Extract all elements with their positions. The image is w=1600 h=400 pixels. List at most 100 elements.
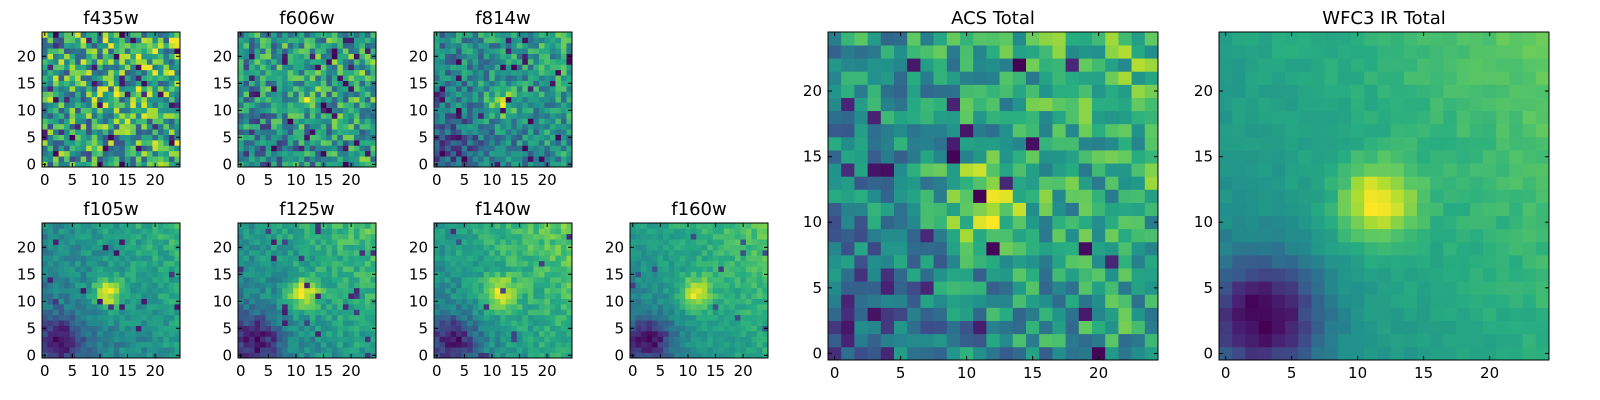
heatmap-cell [1144, 346, 1159, 361]
heatmap-cell [828, 320, 842, 335]
heatmap-cell [434, 96, 440, 103]
heatmap-cell [527, 298, 534, 305]
heatmap-cell [163, 336, 170, 343]
heatmap-cell [348, 331, 355, 337]
heatmap-cell [130, 347, 137, 353]
heatmap-cell [467, 107, 473, 114]
heatmap-cell [342, 134, 349, 141]
heatmap-cell [309, 123, 316, 130]
heatmap-cell [478, 42, 485, 49]
heatmap-cell [163, 347, 170, 353]
heatmap-cell [478, 129, 485, 135]
heatmap-cell [75, 113, 81, 119]
heatmap-cell [646, 341, 653, 348]
heatmap-cell [522, 336, 529, 343]
heatmap-cell [657, 277, 664, 283]
heatmap-cell [701, 233, 708, 240]
heatmap-cell [265, 42, 272, 49]
heatmap-cell [472, 250, 479, 256]
heatmap-cell [756, 309, 763, 316]
heatmap-cell [276, 145, 283, 152]
heatmap-cell [652, 239, 658, 245]
heatmap-cell [152, 309, 159, 316]
heatmap-cell [445, 271, 451, 278]
heatmap-cell [146, 331, 153, 337]
heatmap-cell [566, 91, 573, 98]
heatmap-cell [1078, 307, 1093, 321]
heatmap-cell [42, 145, 48, 152]
heatmap-cell [841, 346, 855, 361]
heatmap-cell [69, 309, 76, 316]
heatmap-cell [102, 69, 109, 76]
heatmap-cell [646, 320, 653, 326]
heatmap-cell [657, 266, 664, 272]
heatmap-cell [439, 347, 446, 353]
heatmap-cell [108, 86, 115, 92]
heatmap-cell [544, 69, 551, 76]
heatmap-cell [450, 113, 457, 119]
heatmap-cell [91, 140, 98, 146]
heatmap-cell [80, 86, 87, 92]
heatmap-cell [483, 239, 490, 245]
heatmap-cell [729, 271, 736, 278]
heatmap-cell [249, 287, 255, 294]
heatmap-cell [560, 102, 567, 108]
heatmap-cell [511, 298, 518, 305]
heatmap-cell [282, 260, 289, 267]
heatmap-cell [254, 244, 261, 251]
heatmap-cell [152, 250, 159, 256]
panel-title: f606w [279, 8, 334, 29]
heatmap-cell [146, 156, 153, 162]
heatmap-cell [58, 314, 65, 321]
heatmap-cell [566, 309, 573, 316]
heatmap-cell [130, 331, 137, 337]
heatmap-cell [538, 156, 545, 162]
heatmap-cell [538, 233, 545, 240]
heatmap-cell [146, 118, 153, 125]
heatmap-cell [663, 314, 669, 321]
heatmap-cell [756, 228, 763, 235]
heatmap-cell [960, 241, 974, 256]
heatmap-cell [293, 96, 300, 103]
heatmap-cell [555, 293, 562, 299]
heatmap-cell [555, 96, 562, 103]
heatmap-cell [102, 298, 109, 305]
heatmap-cell [342, 239, 349, 245]
heatmap-cell [348, 145, 355, 152]
heatmap-cell [157, 86, 164, 92]
heatmap-cell [445, 298, 451, 305]
heatmap-cell [522, 255, 529, 262]
heatmap-cell [58, 228, 65, 235]
heatmap-cell [723, 320, 730, 326]
heatmap-cell [75, 53, 81, 60]
heatmap-cell [450, 96, 457, 103]
heatmap-cell [260, 266, 266, 272]
heatmap-cell [701, 298, 708, 305]
heatmap-cell [287, 325, 294, 332]
heatmap-cell [712, 341, 719, 348]
heatmap-cell [282, 75, 289, 81]
heatmap-cell [168, 150, 175, 157]
heatmap-cell [511, 314, 518, 321]
heatmap-cell [1092, 202, 1106, 217]
heatmap-cell [729, 293, 736, 299]
heatmap-cell [516, 69, 523, 76]
heatmap-cell [69, 336, 76, 343]
heatmap-cell [113, 255, 120, 262]
heatmap-cell [745, 352, 752, 359]
heatmap-cell [516, 304, 523, 310]
heatmap-cell [353, 298, 360, 305]
heatmap-cell [641, 341, 647, 348]
heatmap-cell [282, 320, 289, 326]
heatmap-cell [135, 64, 142, 71]
heatmap-cell [265, 271, 272, 278]
heatmap-cell [287, 161, 294, 168]
heatmap-cell [522, 53, 529, 60]
heatmap-cell [712, 255, 719, 262]
heatmap-cell [456, 293, 462, 299]
heatmap-cell [282, 64, 289, 71]
heatmap-cell [663, 250, 669, 256]
heatmap-cell [461, 156, 468, 162]
heatmap-cell [163, 140, 170, 146]
heatmap-cell [69, 102, 76, 108]
